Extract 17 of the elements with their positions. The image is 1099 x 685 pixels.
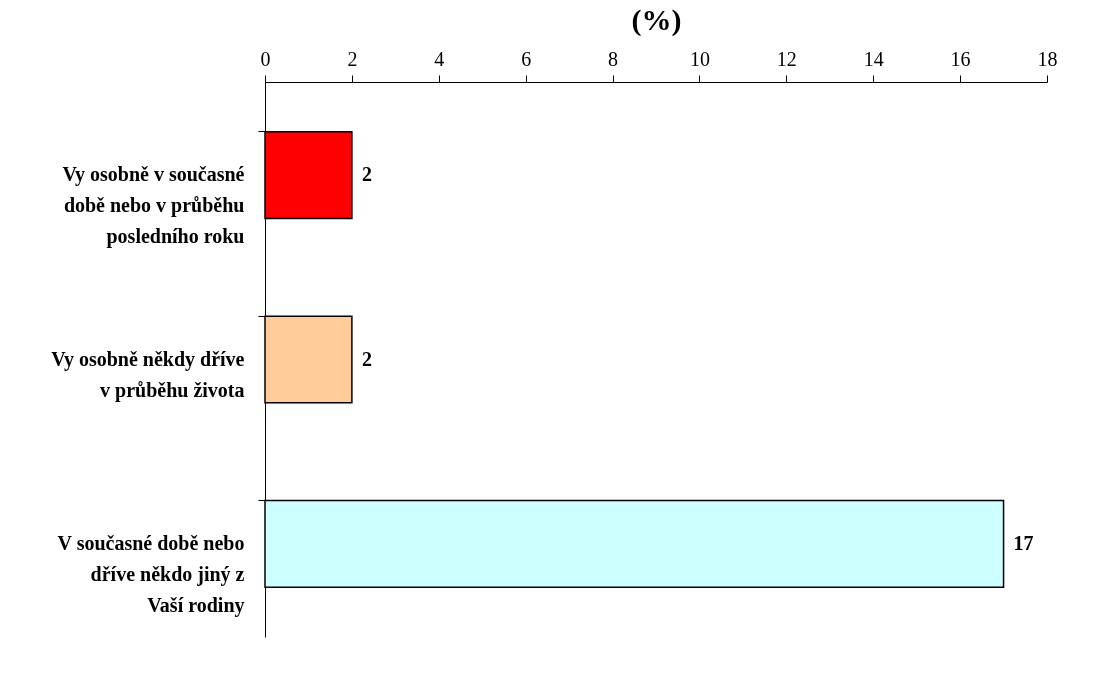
x-tick-label: 14 — [863, 47, 884, 70]
data-label: 2 — [361, 163, 372, 186]
y-tick-label: V současné době nebo dříve někdo jiný z Vaší rodiny — [57, 531, 245, 617]
x-axis-title: (%) — [631, 2, 682, 37]
x-tick-label: 16 — [950, 47, 971, 70]
y-tick-label: Vy osobně v současné době nebo v průběhu posledního roku — [62, 163, 245, 249]
x-tick-label: 4 — [434, 47, 445, 70]
x-tick-label: 10 — [689, 47, 710, 70]
x-tick-label: 8 — [608, 47, 619, 70]
data-label: 17 — [1013, 531, 1034, 554]
y-tick-label: Vy osobně někdy dříve v průběhu života — [51, 347, 245, 402]
x-tick-label: 12 — [776, 47, 797, 70]
x-tick-label: 18 — [1037, 47, 1058, 70]
data-label: 2 — [361, 347, 372, 370]
x-tick-label: 6 — [521, 47, 532, 70]
x-tick-label: 0 — [260, 47, 271, 70]
x-tick-label: 2 — [347, 47, 358, 70]
